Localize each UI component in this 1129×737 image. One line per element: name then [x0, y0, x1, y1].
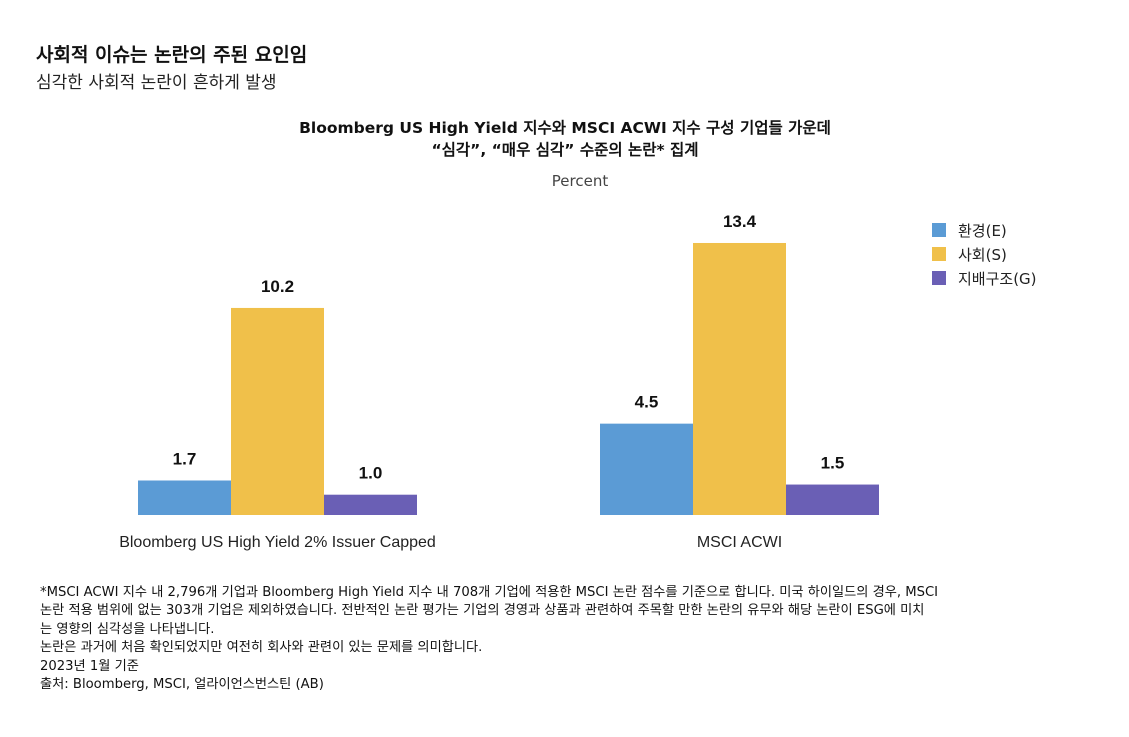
legend-item-social: 사회(S)	[932, 242, 1037, 266]
bar-social-1	[231, 307, 324, 515]
bar-social-2	[693, 242, 786, 516]
bar-governance-1	[324, 494, 417, 515]
footnote-line: 논란은 과거에 처음 확인되었지만 여전히 회사와 관련이 있는 문제를 의미합…	[40, 640, 483, 656]
legend-label-social: 사회(S)	[958, 245, 1007, 264]
legend-swatch-governance	[932, 271, 946, 285]
data-label-governance-2: 1.5	[821, 454, 845, 473]
data-label-governance-1: 1.0	[359, 464, 383, 483]
y-axis-unit-label: Percent	[551, 172, 609, 190]
legend-label-environment: 환경(E)	[958, 221, 1007, 240]
chart-title: Bloomberg US High Yield 지수와 MSCI ACWI 지수…	[200, 117, 930, 161]
chart-title-line-2: “심각”, “매우 심각” 수준의 논란* 집계	[431, 141, 699, 159]
legend-swatch-environment	[932, 223, 946, 237]
data-label-social-2: 13.4	[723, 212, 757, 231]
legend-swatch-social	[932, 247, 946, 261]
source-line: 출처: Bloomberg, MSCI, 얼라이언스번스틴 (AB)	[40, 677, 324, 693]
category-label-2: MSCI ACWI	[697, 534, 782, 551]
footnote-line: 논란 적용 범위에 없는 303개 기업은 제외하였습니다. 전반적인 논란 평…	[40, 603, 925, 619]
page-title: 사회적 이슈는 논란의 주된 요인임	[36, 44, 308, 66]
data-label-environment-1: 1.7	[173, 449, 197, 468]
data-label-social-1: 10.2	[261, 277, 294, 296]
footnote-line: *MSCI ACWI 지수 내 2,796개 기업과 Bloomberg Hig…	[40, 585, 939, 600]
chart-title-line-1: Bloomberg US High Yield 지수와 MSCI ACWI 지수…	[299, 119, 831, 137]
legend-item-governance: 지배구조(G)	[932, 266, 1037, 290]
bar-environment-1	[138, 480, 231, 515]
footnote-line: 는 영향의 심각성을 나타냅니다.	[40, 621, 215, 637]
bar-environment-2	[600, 423, 693, 515]
category-label-1: Bloomberg US High Yield 2% Issuer Capped	[119, 534, 436, 551]
data-label-environment-2: 4.5	[635, 393, 659, 412]
bar-governance-2	[786, 484, 879, 515]
footnotes: *MSCI ACWI 지수 내 2,796개 기업과 Bloomberg Hig…	[40, 584, 1100, 694]
legend: 환경(E) 사회(S) 지배구조(G)	[932, 218, 1037, 290]
page-subtitle: 심각한 사회적 논란이 흔하게 발생	[36, 73, 277, 93]
footnote-line: 2023년 1월 기준	[40, 658, 139, 674]
legend-label-governance: 지배구조(G)	[958, 269, 1037, 288]
legend-item-environment: 환경(E)	[932, 218, 1037, 242]
